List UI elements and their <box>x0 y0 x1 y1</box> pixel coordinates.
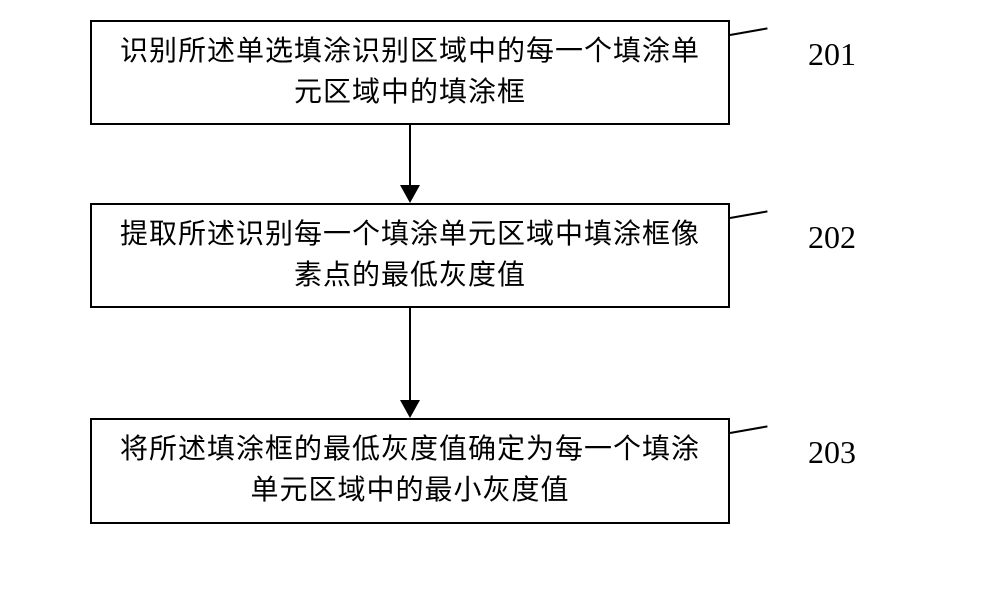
flow-box-1-text: 识别所述单选填涂识别区域中的每一个填涂单元区域中的填涂框 <box>120 36 700 108</box>
arrow-2-3 <box>90 308 730 418</box>
flow-box-1: 识别所述单选填涂识别区域中的每一个填涂单元区域中的填涂框 <box>90 20 730 125</box>
label-leader-line-1 <box>730 27 768 36</box>
flow-step-1: 识别所述单选填涂识别区域中的每一个填涂单元区域中的填涂框 201 <box>90 20 910 125</box>
arrow-1-2 <box>90 125 730 203</box>
label-leader-line-3 <box>730 426 768 435</box>
arrow-head-icon-1 <box>400 185 420 203</box>
flow-box-2-text: 提取所述识别每一个填涂单元区域中填涂框像素点的最低灰度值 <box>120 219 700 291</box>
flow-box-3: 将所述填涂框的最低灰度值确定为每一个填涂单元区域中的最小灰度值 <box>90 418 730 523</box>
step-label-3: 203 <box>808 434 856 471</box>
flow-box-2: 提取所述识别每一个填涂单元区域中填涂框像素点的最低灰度值 <box>90 203 730 308</box>
step-label-2: 202 <box>808 219 856 256</box>
arrow-head-icon-2 <box>400 400 420 418</box>
flow-box-3-text: 将所述填涂框的最低灰度值确定为每一个填涂单元区域中的最小灰度值 <box>120 434 700 506</box>
flowchart-container: 识别所述单选填涂识别区域中的每一个填涂单元区域中的填涂框 201 提取所述识别每… <box>90 20 910 524</box>
arrow-shaft-2 <box>409 308 411 400</box>
flow-step-2: 提取所述识别每一个填涂单元区域中填涂框像素点的最低灰度值 202 <box>90 203 910 308</box>
arrow-shaft-1 <box>409 125 411 185</box>
label-leader-line-2 <box>730 211 768 220</box>
flow-step-3: 将所述填涂框的最低灰度值确定为每一个填涂单元区域中的最小灰度值 203 <box>90 418 910 523</box>
step-label-1: 201 <box>808 36 856 73</box>
